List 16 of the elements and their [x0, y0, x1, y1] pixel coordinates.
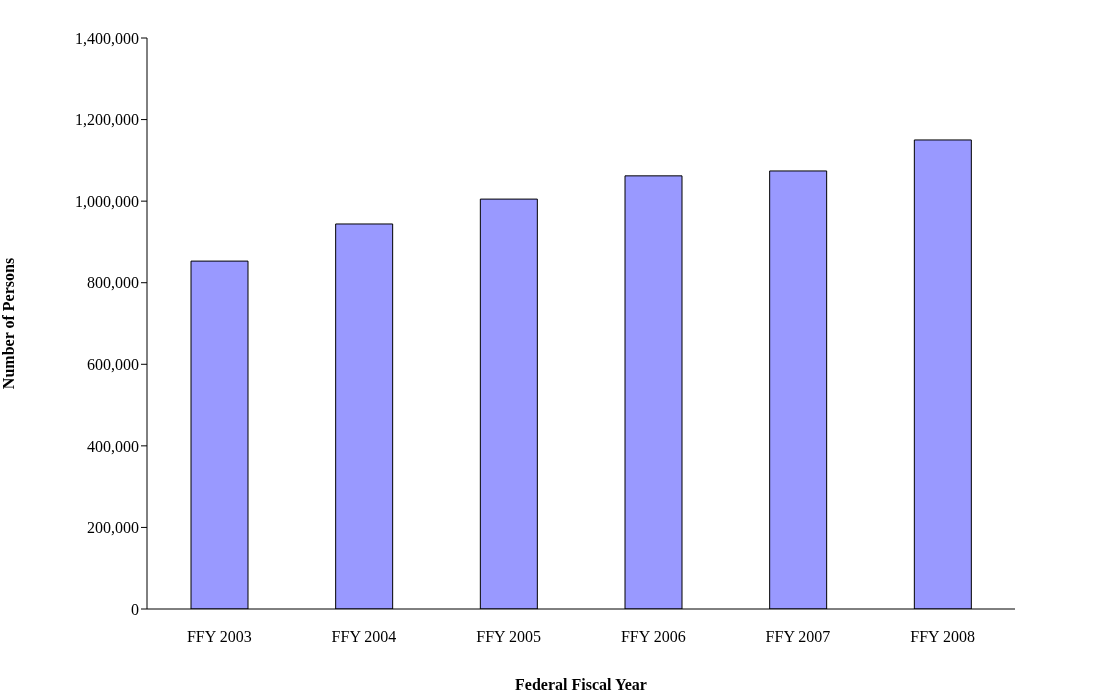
y-tick-label: 0 — [131, 600, 139, 618]
x-tick-label: FFY 2008 — [910, 628, 976, 646]
y-tick-label: 1,400,000 — [75, 29, 139, 47]
x-tick-label: FFY 2003 — [186, 628, 252, 646]
y-tick-label: 1,200,000 — [75, 111, 139, 129]
y-tick-label: 400,000 — [87, 437, 139, 455]
y-axis-title: Number of Persons — [0, 257, 17, 390]
x-axis-title: Federal Fiscal Year — [515, 676, 647, 693]
y-tick-label: 200,000 — [87, 519, 139, 537]
y-tick-label: 800,000 — [87, 274, 139, 292]
x-tick-label: FFY 2005 — [476, 628, 542, 646]
x-tick-label: FFY 2006 — [620, 628, 686, 646]
y-tick-label: 1,000,000 — [75, 192, 139, 210]
x-tick-label: FFY 2007 — [765, 628, 831, 646]
x-tick-label: FFY 2004 — [331, 628, 397, 646]
y-tick-label: 600,000 — [87, 355, 139, 373]
